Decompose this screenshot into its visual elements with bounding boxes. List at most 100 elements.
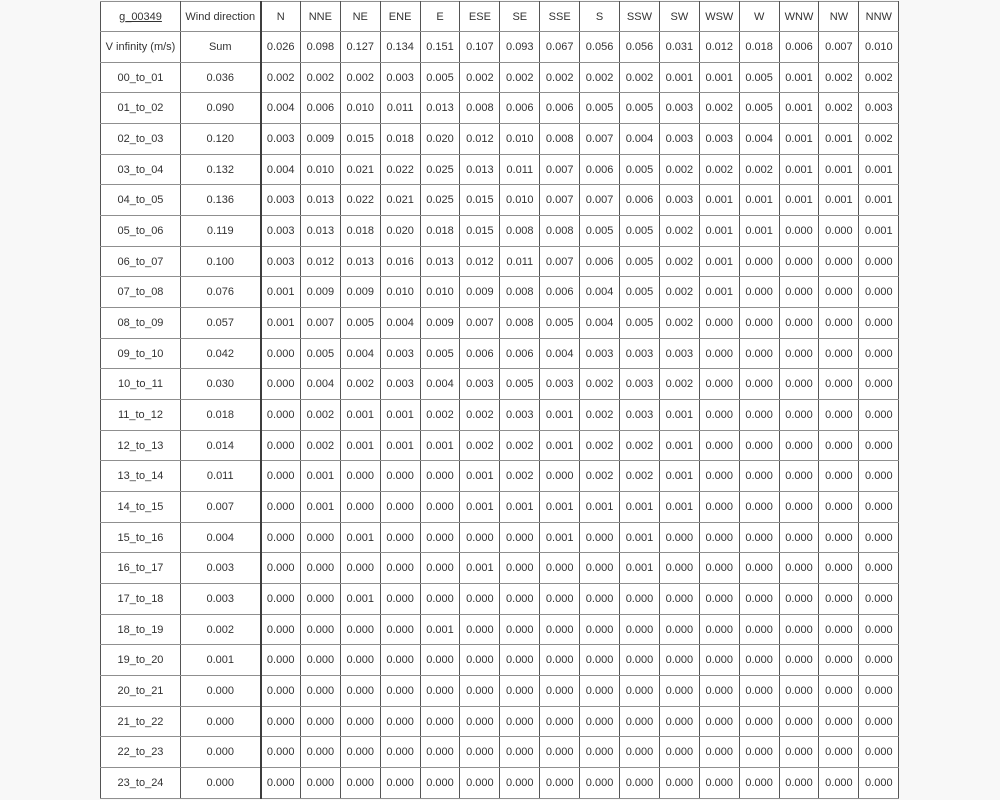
data-cell: 0.008 [459, 92, 501, 125]
direction-header-ese: ESE [459, 1, 501, 32]
data-cell: 0.010 [419, 276, 461, 309]
data-cell: 0.000 [579, 583, 621, 615]
data-cell: 0.013 [299, 184, 341, 217]
data-cell: 0.000 [539, 613, 581, 646]
data-cell: 0.000 [339, 675, 381, 707]
table-row: 04_to_05 0.136 0.003 0.013 0.022 0.021 0.025 0.… [100, 184, 900, 217]
data-cell: 0.010 [379, 276, 421, 309]
data-cell: 0.000 [259, 552, 301, 585]
data-cell: 0.007 [539, 245, 581, 278]
table-row: 20_to_21 0.000 0.000 0.000 0.000 0.000 0.000 0.… [100, 675, 900, 707]
data-cell: 0.007 [579, 123, 621, 155]
row-total: 0.036 [180, 61, 261, 94]
sum-cell: 0.107 [459, 31, 501, 63]
data-cell: 0.004 [379, 307, 421, 339]
wind-direction-table: g_00349 Wind direction N NNE NE ENE E ESE SE SSE S… [100, 1, 900, 799]
row-label: 23_to_24 [100, 767, 181, 799]
data-cell: 0.000 [698, 399, 740, 431]
data-cell: 0.000 [299, 613, 341, 646]
row-total: 0.000 [180, 675, 261, 707]
row-label: 14_to_15 [100, 491, 181, 523]
data-cell: 0.012 [459, 245, 501, 278]
sum-cell: 0.006 [778, 31, 820, 63]
data-cell: 0.008 [499, 307, 541, 339]
data-cell: 0.000 [299, 705, 341, 738]
data-cell: 0.002 [619, 429, 660, 462]
data-cell: 0.016 [379, 245, 421, 278]
data-cell: 0.000 [619, 736, 660, 769]
row-total: 0.007 [180, 491, 261, 523]
data-cell: 0.000 [698, 644, 740, 677]
data-cell: 0.000 [858, 399, 900, 431]
data-cell: 0.005 [339, 307, 381, 339]
data-cell: 0.000 [698, 337, 740, 370]
data-cell: 0.000 [259, 644, 301, 677]
data-cell: 0.003 [379, 61, 421, 94]
sum-cell: 0.134 [379, 31, 421, 63]
data-cell: 0.020 [419, 123, 461, 155]
data-cell: 0.001 [339, 399, 381, 431]
data-cell: 0.025 [419, 184, 461, 217]
data-cell: 0.000 [778, 276, 820, 309]
data-cell: 0.025 [419, 153, 461, 186]
table-row: 23_to_24 0.000 0.000 0.000 0.000 0.000 0.000 0.… [100, 767, 900, 799]
data-cell: 0.000 [858, 491, 900, 523]
data-cell: 0.000 [858, 368, 900, 401]
data-cell: 0.002 [738, 153, 780, 186]
data-cell: 0.000 [818, 307, 860, 339]
data-cell: 0.002 [579, 368, 621, 401]
data-cell: 0.003 [259, 215, 301, 247]
data-cell: 0.001 [379, 429, 421, 462]
data-cell: 0.001 [698, 184, 740, 217]
row-label: 08_to_09 [100, 307, 181, 339]
data-cell: 0.018 [419, 215, 461, 247]
row-total: 0.001 [180, 644, 261, 677]
corner-header-link[interactable]: g_00349 [119, 10, 162, 23]
row-label: 10_to_11 [100, 368, 181, 401]
data-cell: 0.005 [579, 215, 621, 247]
data-cell: 0.000 [259, 460, 301, 493]
sum-cell: 0.012 [698, 31, 740, 63]
data-cell: 0.003 [658, 184, 700, 217]
data-cell: 0.000 [499, 552, 541, 585]
data-cell: 0.008 [539, 123, 581, 155]
data-cell: 0.004 [259, 92, 301, 125]
data-cell: 0.000 [619, 767, 660, 799]
data-cell: 0.010 [499, 184, 541, 217]
data-cell: 0.000 [259, 767, 301, 799]
data-cell: 0.000 [818, 245, 860, 278]
data-cell: 0.000 [818, 276, 860, 309]
data-cell: 0.002 [459, 399, 501, 431]
data-cell: 0.000 [579, 644, 621, 677]
data-cell: 0.000 [818, 736, 860, 769]
data-cell: 0.000 [778, 368, 820, 401]
row-total: 0.011 [180, 460, 261, 493]
data-cell: 0.001 [459, 491, 501, 523]
data-cell: 0.002 [818, 61, 860, 94]
data-cell: 0.000 [738, 429, 780, 462]
data-cell: 0.009 [459, 276, 501, 309]
table-body: V infinity (m/s) Sum 0.026 0.098 0.127 0.134 0… [100, 31, 900, 799]
data-cell: 0.021 [339, 153, 381, 186]
data-cell: 0.000 [778, 552, 820, 585]
data-cell: 0.000 [539, 552, 581, 585]
row-label: 18_to_19 [100, 613, 181, 646]
data-cell: 0.000 [818, 613, 860, 646]
row-label: 20_to_21 [100, 675, 181, 707]
data-cell: 0.000 [818, 429, 860, 462]
data-cell: 0.005 [579, 92, 621, 125]
data-cell: 0.000 [698, 368, 740, 401]
data-cell: 0.000 [698, 552, 740, 585]
data-cell: 0.002 [259, 61, 301, 94]
row-total: 0.000 [180, 767, 261, 799]
row-total: 0.057 [180, 307, 261, 339]
data-cell: 0.002 [579, 429, 621, 462]
data-cell: 0.000 [738, 337, 780, 370]
data-cell: 0.005 [619, 92, 660, 125]
table-row: 01_to_02 0.090 0.004 0.006 0.010 0.011 0.013 0.… [100, 92, 900, 125]
data-cell: 0.000 [419, 675, 461, 707]
data-cell: 0.002 [579, 61, 621, 94]
row-label: 00_to_01 [100, 61, 181, 94]
data-cell: 0.006 [619, 184, 660, 217]
table-row: 08_to_09 0.057 0.001 0.007 0.005 0.004 0.009 0.… [100, 307, 900, 339]
